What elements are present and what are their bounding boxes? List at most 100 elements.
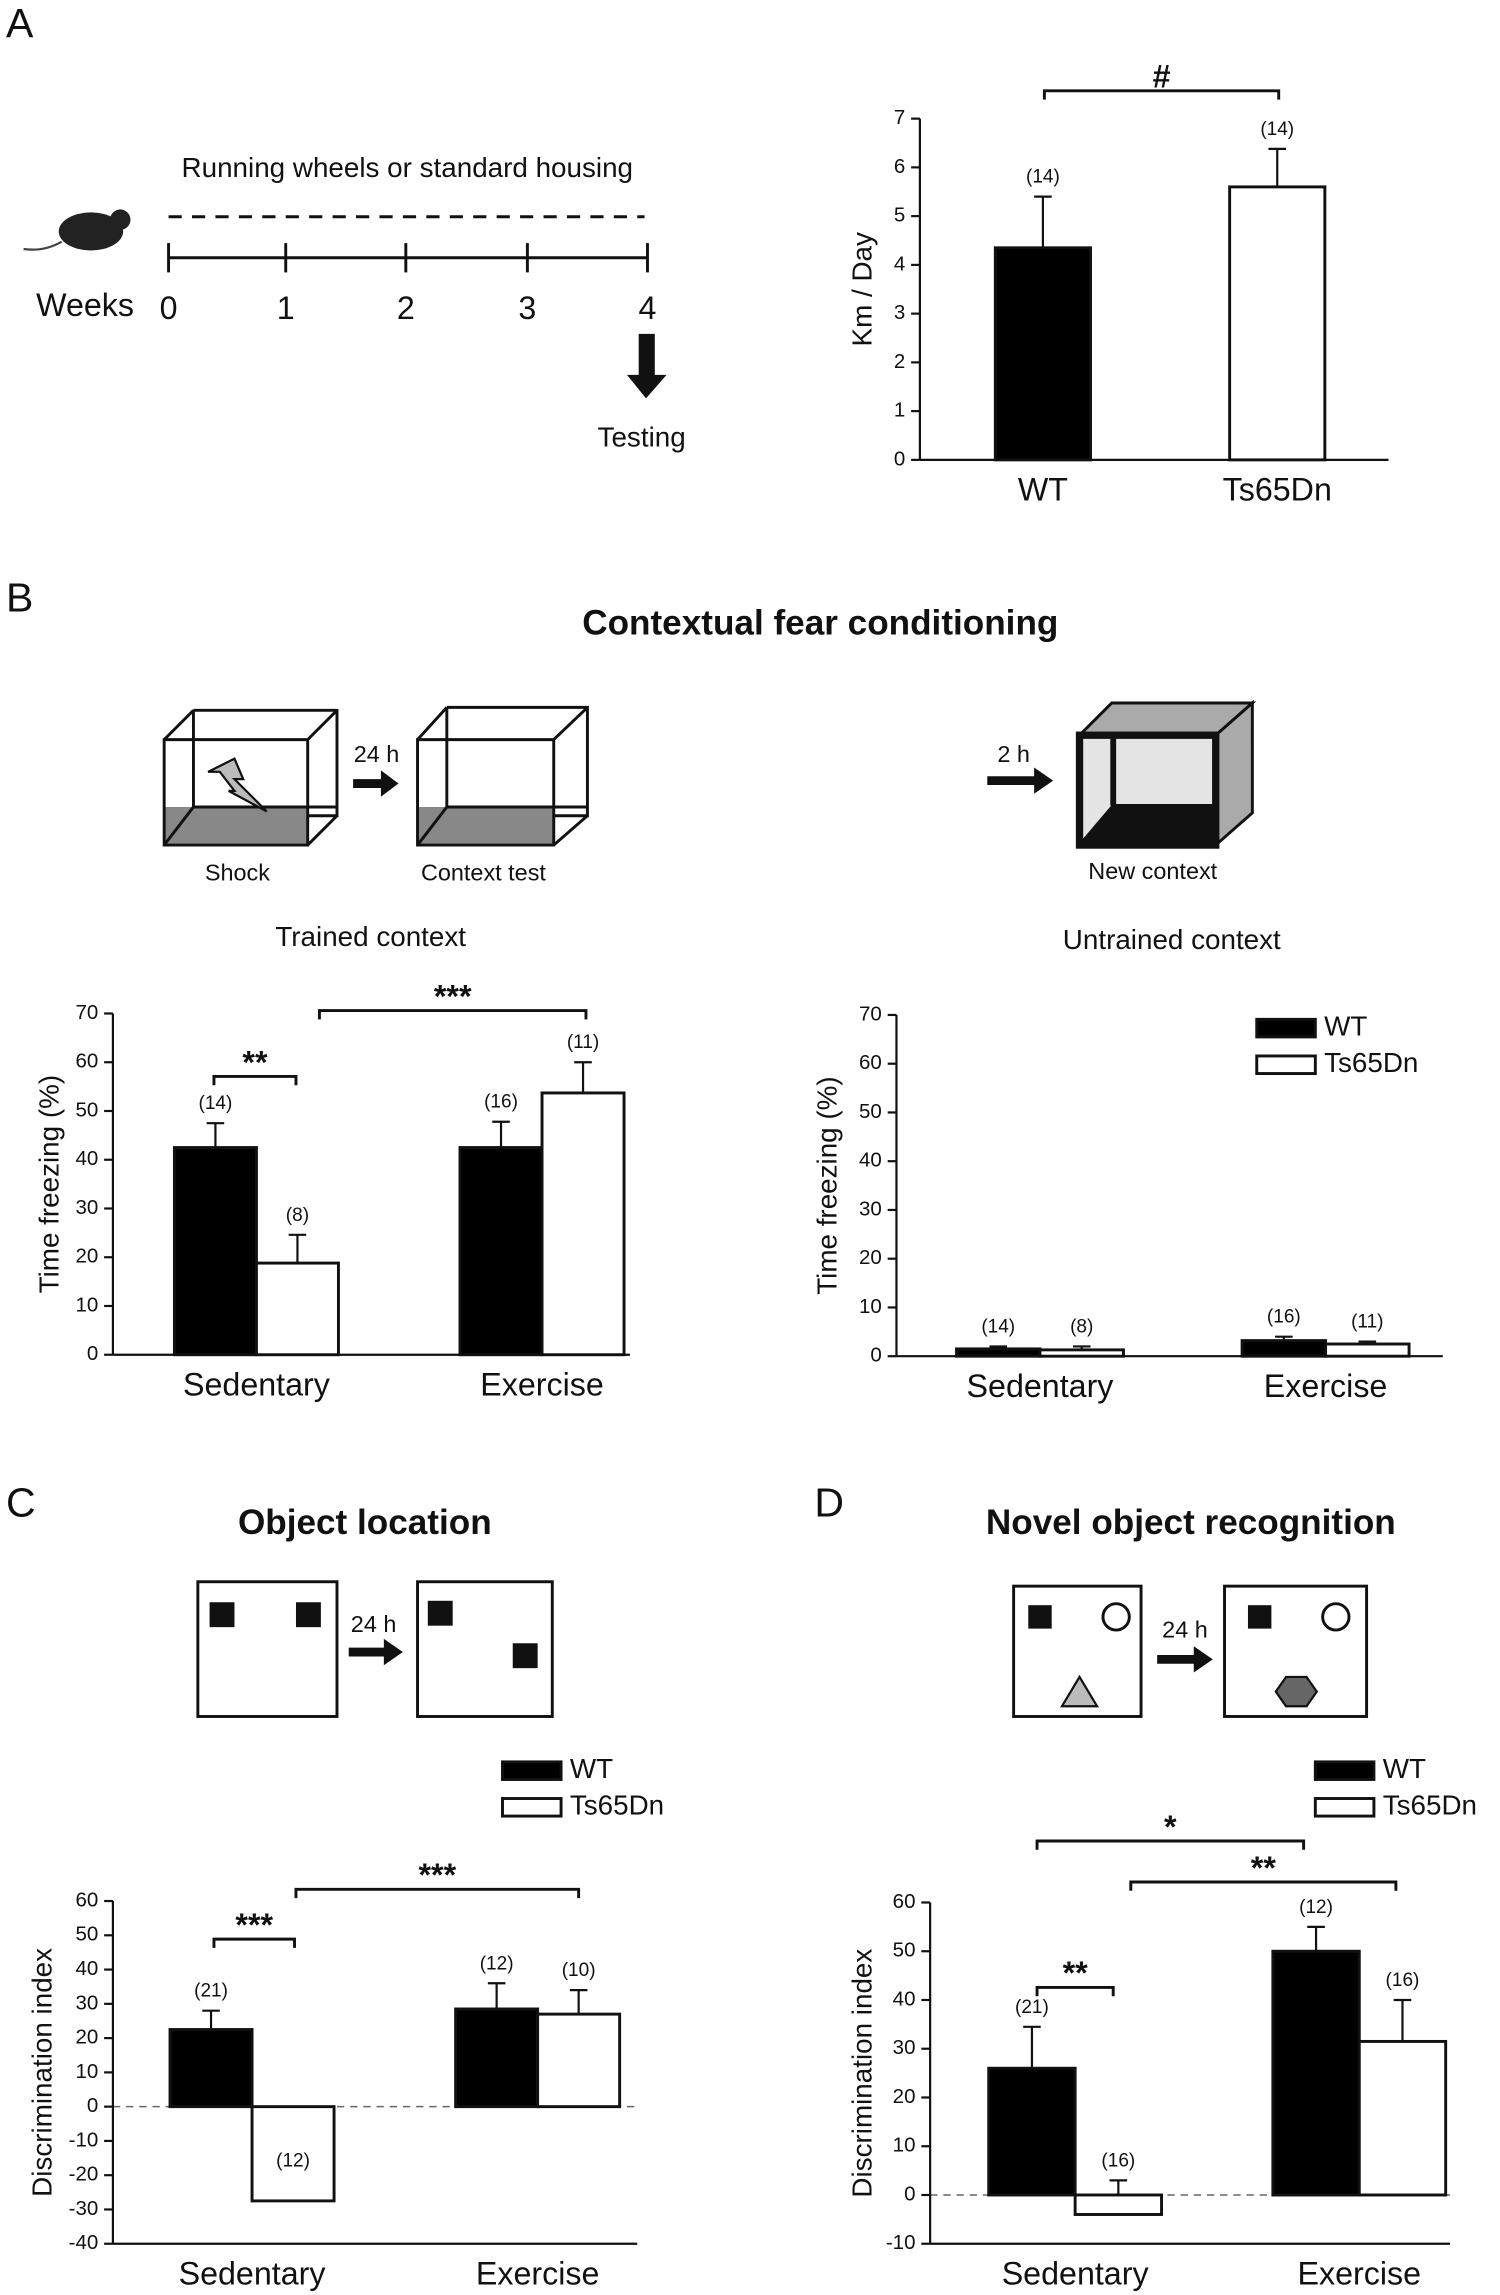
y-tick-label: 0 bbox=[870, 1344, 881, 1367]
panel-letter: B bbox=[6, 574, 33, 620]
object bbox=[1028, 1605, 1052, 1629]
y-tick-label: 1 bbox=[894, 399, 905, 422]
legend-swatch bbox=[1313, 1760, 1376, 1781]
n-label: (8) bbox=[286, 1205, 309, 1226]
y-axis-label: Time freezing (%) bbox=[811, 1076, 842, 1294]
timeline-tick-label: 0 bbox=[160, 290, 178, 326]
bar bbox=[250, 2105, 336, 2203]
chart-title: Object location bbox=[238, 1503, 492, 1542]
timeline-tick-label: 1 bbox=[277, 290, 295, 326]
n-label: (16) bbox=[484, 1092, 518, 1113]
box-label: New context bbox=[1088, 858, 1217, 884]
shock-icon bbox=[207, 757, 268, 813]
bar bbox=[168, 2028, 254, 2109]
chart-title: Untrained context bbox=[1063, 924, 1281, 955]
y-tick-label: 0 bbox=[87, 2094, 98, 2117]
bar bbox=[172, 1146, 258, 1357]
bar bbox=[1357, 2039, 1448, 2197]
y-tick-label: 10 bbox=[75, 2060, 98, 2083]
arrow bbox=[1157, 1646, 1213, 1673]
significance-label: # bbox=[1153, 59, 1171, 95]
timeline-axis-label: Weeks bbox=[36, 287, 134, 323]
significance-label: * bbox=[1164, 1809, 1177, 1845]
y-tick-label: 10 bbox=[859, 1295, 882, 1318]
legend-label: Ts65Dn bbox=[1324, 1047, 1418, 1078]
y-tick-label: 30 bbox=[75, 1196, 98, 1219]
mouse-tail bbox=[23, 240, 63, 251]
object bbox=[209, 1602, 235, 1628]
floor bbox=[417, 806, 554, 846]
y-tick-label: 40 bbox=[75, 1147, 98, 1170]
n-label: (10) bbox=[562, 1960, 596, 1981]
n-label: (21) bbox=[194, 1981, 228, 2002]
bar bbox=[1228, 185, 1327, 462]
bar bbox=[540, 1091, 626, 1357]
y-tick-label: 20 bbox=[859, 1246, 882, 1269]
timeline-note: Testing bbox=[598, 422, 686, 453]
legend-label: WT bbox=[1383, 1753, 1426, 1784]
y-tick-label: -10 bbox=[69, 2128, 99, 2151]
x-tick-label: Exercise bbox=[1264, 1368, 1388, 1404]
y-tick-label: 30 bbox=[859, 1197, 882, 1220]
legend-label: WT bbox=[1324, 1010, 1367, 1041]
object bbox=[512, 1643, 538, 1669]
y-tick-label: 50 bbox=[75, 1923, 98, 1946]
y-axis-label: Discrimination index bbox=[26, 1948, 57, 2197]
bar bbox=[993, 246, 1092, 462]
y-tick-label: 30 bbox=[75, 1991, 98, 2014]
y-tick-label: 10 bbox=[893, 2134, 916, 2157]
delay-label: 24 h bbox=[1162, 1617, 1208, 1643]
x-tick-label: Exercise bbox=[1297, 2255, 1421, 2291]
bar bbox=[1073, 2193, 1164, 2216]
panel-letter: D bbox=[814, 1479, 844, 1525]
arena bbox=[196, 1580, 339, 1718]
significance-label: ** bbox=[1251, 1850, 1277, 1886]
fear-diagram bbox=[162, 699, 1257, 849]
y-tick-label: 40 bbox=[75, 1957, 98, 1980]
y-tick-label: 0 bbox=[87, 1342, 98, 1365]
cage-floor bbox=[1076, 804, 1218, 847]
n-label: (16) bbox=[1267, 1307, 1301, 1328]
object bbox=[427, 1600, 453, 1626]
y-tick-label: 70 bbox=[75, 1001, 98, 1024]
significance-label: *** bbox=[434, 978, 472, 1014]
n-label: (8) bbox=[1070, 1316, 1093, 1337]
bar bbox=[987, 2066, 1077, 2197]
chart-title: Novel object recognition bbox=[986, 1503, 1396, 1542]
n-label: (14) bbox=[981, 1316, 1015, 1337]
timeline: Running wheels or standard housing Weeks… bbox=[23, 152, 686, 453]
y-tick-label: -40 bbox=[69, 2231, 99, 2254]
n-label: (12) bbox=[1299, 1897, 1333, 1918]
y-tick-label: 60 bbox=[893, 1890, 916, 1913]
y-tick-label: 5 bbox=[894, 204, 905, 227]
x-tick-label: Exercise bbox=[480, 1366, 604, 1402]
significance-bracket bbox=[212, 1075, 298, 1086]
legend-swatch bbox=[501, 1797, 563, 1818]
bar bbox=[1324, 1342, 1411, 1358]
n-label: (14) bbox=[199, 1093, 233, 1114]
n-label: (21) bbox=[1015, 1997, 1049, 2018]
y-tick-label: 50 bbox=[893, 1939, 916, 1962]
object-location-diagram: 24 h bbox=[196, 1580, 554, 1718]
y-axis-label: Time freezing (%) bbox=[34, 1075, 65, 1293]
significance-bracket bbox=[1129, 1880, 1398, 1891]
y-tick-label: 0 bbox=[904, 2182, 915, 2205]
significance-bracket bbox=[1035, 1985, 1115, 1997]
object bbox=[1101, 1602, 1131, 1632]
x-tick-label: Sedentary bbox=[1002, 2255, 1150, 2291]
y-tick-label: 2 bbox=[894, 350, 905, 373]
object bbox=[1321, 1602, 1351, 1632]
x-tick-label: Ts65Dn bbox=[1223, 472, 1332, 508]
bar bbox=[1271, 1949, 1361, 2197]
x-tick-label: Exercise bbox=[476, 2255, 600, 2291]
significance-bracket bbox=[1035, 1839, 1306, 1850]
arrow bbox=[626, 333, 667, 399]
floor bbox=[164, 806, 308, 846]
y-tick-label: 40 bbox=[893, 1987, 916, 2010]
object bbox=[295, 1602, 321, 1628]
y-tick-label: 10 bbox=[75, 1293, 98, 1316]
significance-bracket bbox=[294, 1887, 581, 1899]
bar bbox=[458, 1146, 544, 1357]
legend-swatch bbox=[1255, 1054, 1317, 1076]
significance-label: ** bbox=[1063, 1955, 1089, 1991]
